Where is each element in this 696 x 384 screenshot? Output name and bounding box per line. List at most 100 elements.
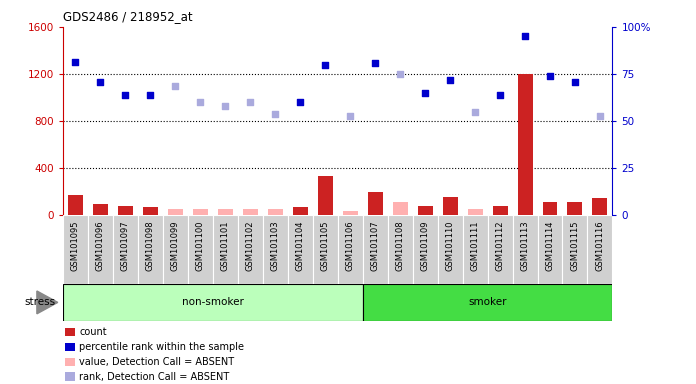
Point: [319, 61, 331, 68]
Bar: [138, 215, 163, 284]
Point: [170, 83, 181, 89]
Bar: [367, 192, 383, 215]
Point: [145, 92, 156, 98]
Point: [120, 92, 131, 98]
Text: non-smoker: non-smoker: [182, 297, 244, 308]
Text: count: count: [79, 327, 106, 337]
Text: GSM101111: GSM101111: [470, 220, 480, 271]
Text: GSM101095: GSM101095: [70, 220, 79, 271]
Bar: [163, 215, 188, 284]
Text: GSM101105: GSM101105: [321, 220, 330, 271]
Bar: [388, 215, 413, 284]
Point: [70, 59, 81, 65]
Bar: [168, 209, 182, 215]
Point: [544, 73, 555, 79]
Bar: [65, 343, 75, 351]
Text: GSM101099: GSM101099: [171, 220, 180, 271]
Point: [95, 79, 106, 85]
Point: [569, 79, 580, 85]
Bar: [363, 284, 612, 321]
Bar: [292, 207, 308, 215]
Text: GSM101114: GSM101114: [546, 220, 555, 271]
Bar: [468, 209, 482, 215]
Text: GSM101108: GSM101108: [395, 220, 404, 271]
Text: GDS2486 / 218952_at: GDS2486 / 218952_at: [63, 10, 192, 23]
Text: GSM101101: GSM101101: [221, 220, 230, 271]
Bar: [63, 215, 88, 284]
Text: GSM101112: GSM101112: [496, 220, 505, 271]
Bar: [413, 215, 438, 284]
Point: [219, 103, 230, 109]
Bar: [587, 215, 612, 284]
Bar: [443, 197, 457, 215]
Text: GSM101097: GSM101097: [120, 220, 129, 271]
Point: [195, 99, 206, 105]
Text: GSM101110: GSM101110: [445, 220, 454, 271]
Bar: [317, 176, 333, 215]
Polygon shape: [37, 291, 58, 314]
Point: [519, 33, 530, 40]
Point: [294, 99, 306, 105]
Text: value, Detection Call = ABSENT: value, Detection Call = ABSENT: [79, 357, 235, 367]
Text: GSM101104: GSM101104: [296, 220, 305, 271]
Text: rank, Detection Call = ABSENT: rank, Detection Call = ABSENT: [79, 372, 230, 382]
Bar: [267, 209, 283, 215]
Bar: [262, 215, 287, 284]
Bar: [63, 284, 363, 321]
Bar: [193, 209, 207, 215]
Bar: [518, 74, 532, 215]
Text: smoker: smoker: [468, 297, 507, 308]
Point: [269, 111, 280, 117]
Text: GSM101103: GSM101103: [271, 220, 280, 271]
Bar: [438, 215, 463, 284]
Point: [370, 60, 381, 66]
Bar: [487, 215, 512, 284]
Bar: [313, 215, 338, 284]
Point: [420, 90, 431, 96]
Point: [345, 113, 356, 119]
Bar: [68, 195, 83, 215]
Bar: [237, 215, 262, 284]
Bar: [188, 215, 212, 284]
Text: GSM101096: GSM101096: [95, 220, 104, 271]
Text: percentile rank within the sample: percentile rank within the sample: [79, 342, 244, 352]
Text: GSM101106: GSM101106: [345, 220, 354, 271]
Bar: [463, 215, 487, 284]
Bar: [65, 328, 75, 336]
Bar: [542, 202, 557, 215]
Bar: [88, 215, 113, 284]
Bar: [143, 207, 157, 215]
Text: GSM101098: GSM101098: [145, 220, 155, 271]
Bar: [65, 372, 75, 381]
Bar: [393, 202, 408, 215]
Point: [395, 71, 406, 77]
Point: [594, 113, 606, 119]
Bar: [567, 202, 583, 215]
Bar: [418, 206, 432, 215]
Bar: [218, 209, 232, 215]
Point: [445, 77, 456, 83]
Bar: [342, 211, 358, 215]
Bar: [493, 206, 507, 215]
Bar: [212, 215, 237, 284]
Point: [469, 109, 480, 115]
Text: GSM101113: GSM101113: [521, 220, 530, 271]
Point: [244, 99, 255, 105]
Bar: [113, 215, 138, 284]
Text: GSM101102: GSM101102: [246, 220, 255, 271]
Bar: [363, 215, 388, 284]
Bar: [243, 209, 258, 215]
Bar: [338, 215, 363, 284]
Bar: [93, 204, 108, 215]
Text: GSM101116: GSM101116: [596, 220, 605, 271]
Bar: [118, 206, 133, 215]
Text: GSM101115: GSM101115: [571, 220, 580, 271]
Bar: [287, 215, 313, 284]
Bar: [512, 215, 537, 284]
Text: stress: stress: [24, 297, 56, 308]
Bar: [592, 198, 608, 215]
Bar: [65, 358, 75, 366]
Point: [494, 92, 505, 98]
Text: GSM101109: GSM101109: [420, 220, 429, 271]
Text: GSM101107: GSM101107: [370, 220, 379, 271]
